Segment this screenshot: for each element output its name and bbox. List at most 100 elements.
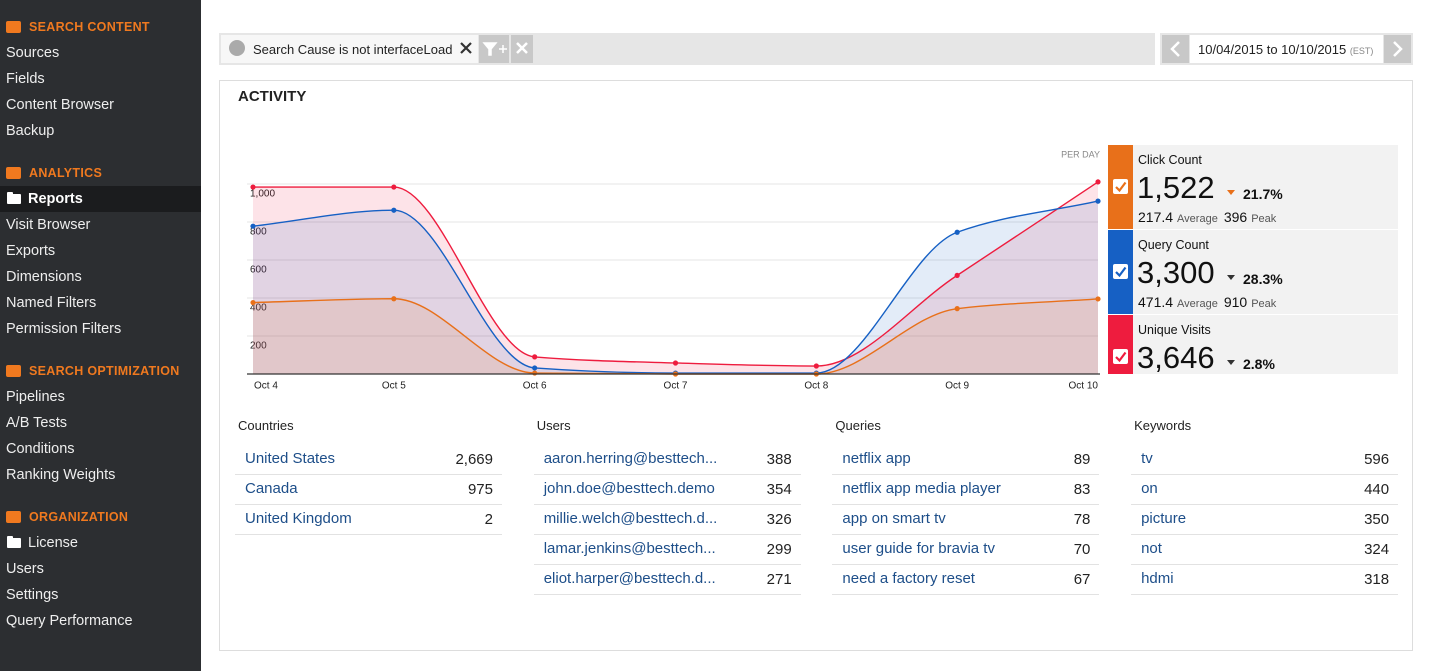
nav-label: Reports <box>28 191 83 207</box>
row-label[interactable]: picture <box>1141 510 1187 527</box>
date-zone: (EST) <box>1349 46 1374 56</box>
trend-arrow <box>1227 360 1235 365</box>
data-point <box>672 360 679 366</box>
data-point <box>250 299 256 306</box>
next-button[interactable] <box>1384 35 1411 63</box>
row-label[interactable]: not <box>1141 540 1162 557</box>
row-label[interactable]: aaron.herring@besttech... <box>543 450 718 467</box>
y-tick-label: 600 <box>250 265 267 276</box>
metric-total: 3,646 <box>1137 340 1215 375</box>
data-point <box>391 207 397 213</box>
folder-icon <box>7 536 21 548</box>
nav-label: Query Performance <box>6 613 133 629</box>
row-label[interactable]: user guide for bravia tv <box>842 540 995 557</box>
data-point <box>532 365 538 371</box>
section-title: SEARCH OPTIMIZATION <box>29 364 180 378</box>
nav-item[interactable]: Settings <box>0 582 201 608</box>
table-row[interactable]: lamar.jenkins@besttech... 299 <box>533 534 801 565</box>
prev-button[interactable] <box>1162 35 1189 63</box>
nav-item[interactable]: Users <box>0 556 201 582</box>
nav-item[interactable]: Reports <box>0 186 201 212</box>
clear-icon <box>516 42 528 54</box>
table-row[interactable]: user guide for bravia tv 70 <box>832 534 1100 565</box>
legend-name: Query Count <box>1138 238 1209 252</box>
table-row[interactable]: on 440 <box>1131 474 1399 505</box>
nav-item[interactable]: Fields <box>0 66 201 92</box>
row-label[interactable]: United Kingdom <box>245 510 352 527</box>
row-value: 318 <box>1364 571 1390 588</box>
x-tick-label: Oct 6 <box>523 381 547 392</box>
row-label[interactable]: eliot.harper@besttech.d... <box>543 570 716 587</box>
prev-icon <box>1170 41 1180 57</box>
nav-item[interactable]: Exports <box>0 238 201 264</box>
nav-item[interactable]: Permission Filters <box>0 316 201 342</box>
metric-card: Query Count 3,300 28.3% 471.4 Average 910 Peak <box>1108 230 1398 314</box>
remove-filter[interactable] <box>460 42 472 54</box>
table-row[interactable]: john.doe@besttech.demo 354 <box>533 474 801 505</box>
date-box <box>1190 35 1383 63</box>
table-row[interactable]: netflix app media player 83 <box>832 474 1100 505</box>
nav-item[interactable]: Dimensions <box>0 264 201 290</box>
row-label[interactable]: john.doe@besttech.demo <box>543 480 715 497</box>
nav-item[interactable]: Content Browser <box>0 92 201 118</box>
nav-item[interactable]: Ranking Weights <box>0 462 201 488</box>
row-label[interactable]: app on smart tv <box>842 510 946 527</box>
nav-item[interactable]: A/B Tests <box>0 410 201 436</box>
filter-pill <box>221 35 478 63</box>
series-area <box>253 181 1098 374</box>
nav-label: Users <box>6 561 44 577</box>
table-row[interactable]: United States 2,669 <box>235 444 502 475</box>
table-row[interactable]: hdmi 318 <box>1131 564 1399 595</box>
table-row[interactable]: netflix app 89 <box>832 444 1100 475</box>
nav-item[interactable]: License <box>0 530 201 556</box>
row-value: 388 <box>766 451 792 468</box>
table-row[interactable]: Canada 975 <box>235 474 502 505</box>
nav-item[interactable]: Named Filters <box>0 290 201 316</box>
activity-panel <box>219 80 1413 651</box>
nav-item[interactable]: Visit Browser <box>0 212 201 238</box>
row-label[interactable]: on <box>1141 480 1158 497</box>
nav-item[interactable]: Query Performance <box>0 608 201 634</box>
section-title: ORGANIZATION <box>29 510 129 524</box>
table-row[interactable]: need a factory reset 67 <box>832 564 1100 595</box>
peak-label: Peak <box>1251 213 1277 225</box>
row-value: 440 <box>1364 481 1390 498</box>
row-label[interactable]: millie.welch@besttech.d... <box>543 510 718 527</box>
table-row[interactable]: app on smart tv 78 <box>832 504 1100 535</box>
row-label[interactable]: lamar.jenkins@besttech... <box>543 540 716 557</box>
row-label[interactable]: netflix app <box>842 450 911 467</box>
row-label[interactable]: tv <box>1141 450 1153 467</box>
row-label[interactable]: need a factory reset <box>842 570 975 587</box>
metric-toggle[interactable] <box>1113 264 1128 279</box>
metric-toggle[interactable] <box>1113 349 1128 364</box>
nav-label: Sources <box>6 45 60 61</box>
nav-item[interactable]: Sources <box>0 40 201 66</box>
row-value: 975 <box>467 481 493 498</box>
nav-item[interactable]: Pipelines <box>0 384 201 410</box>
table-row[interactable]: United Kingdom 2 <box>235 504 502 535</box>
table-row[interactable]: not 324 <box>1131 534 1399 565</box>
table-row[interactable]: aaron.herring@besttech... 388 <box>533 444 801 475</box>
nav-label: Fields <box>6 71 45 87</box>
row-label[interactable]: United States <box>245 450 336 467</box>
row-value: 324 <box>1364 541 1390 558</box>
peak-value: 910 <box>1223 294 1248 310</box>
row-value: 78 <box>1073 511 1091 528</box>
trend-arrow <box>1227 275 1235 280</box>
nav-item[interactable]: Conditions <box>0 436 201 462</box>
metric-toggle[interactable] <box>1113 179 1128 194</box>
table-row[interactable]: tv 596 <box>1131 444 1399 475</box>
average-label: Average <box>1177 213 1218 225</box>
nav-label: Backup <box>6 123 55 139</box>
table-row[interactable]: eliot.harper@besttech.d... 271 <box>533 564 801 595</box>
row-label[interactable]: Canada <box>245 480 298 497</box>
row-label[interactable]: netflix app media player <box>842 480 1001 497</box>
table-row[interactable]: picture 350 <box>1131 504 1399 535</box>
nav-label: Settings <box>6 587 59 603</box>
nav-item[interactable]: Backup <box>0 118 201 144</box>
table-row[interactable]: millie.welch@besttech.d... 326 <box>533 504 801 535</box>
row-label[interactable]: hdmi <box>1141 570 1174 587</box>
x-tick-label: Oct 10 <box>1069 381 1099 392</box>
row-value: 350 <box>1364 511 1390 528</box>
